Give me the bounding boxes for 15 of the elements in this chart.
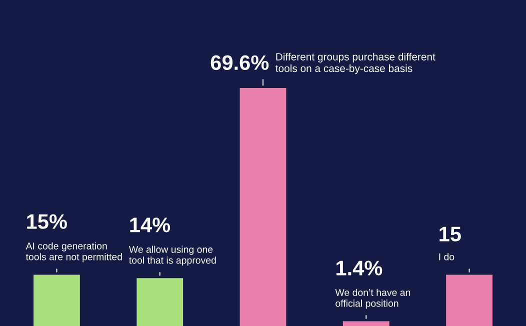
data-label: 14% xyxy=(130,218,170,232)
bar xyxy=(240,88,286,326)
bar xyxy=(34,274,80,326)
annotation: AI code generation tools are not permitted xyxy=(26,242,122,262)
data-label: 15 xyxy=(440,226,461,242)
bar xyxy=(136,278,184,326)
data-label: 1.4% xyxy=(336,260,382,276)
text: Different groups purchase different tools on a case-by-case basis xyxy=(276,52,436,74)
bar xyxy=(342,321,390,326)
data-label: 15% xyxy=(27,214,67,229)
bar xyxy=(446,274,492,326)
annotation: We allow using one tool that is approved xyxy=(128,246,216,266)
annotation: We don’t have an official position xyxy=(335,288,410,309)
annotation: I do xyxy=(439,253,454,260)
data-label: 69.6% xyxy=(210,55,269,70)
